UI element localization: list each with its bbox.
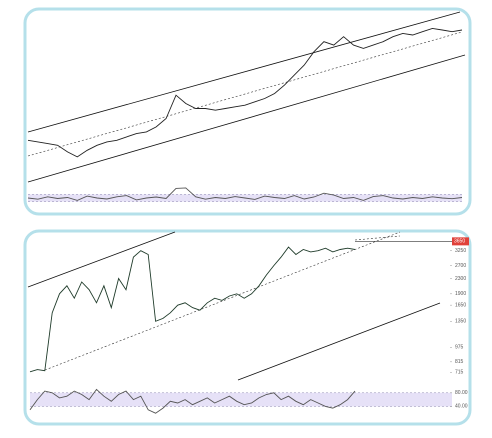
- y-tick-label: 715: [455, 370, 464, 376]
- last-price-tag: [452, 237, 469, 246]
- price-line: [29, 246, 356, 373]
- y-tick-label: 1900: [455, 291, 466, 297]
- y-tick-label: 975: [455, 345, 464, 351]
- last-price-label: 3650: [454, 239, 465, 245]
- y-tick-label: 2700: [455, 263, 466, 269]
- y-tick-label: 40.00: [455, 404, 468, 410]
- panel-top: [23, 7, 472, 216]
- price-line: [27, 187, 463, 201]
- price-line: [27, 27, 463, 158]
- y-tick-label: 80.00: [455, 390, 468, 396]
- channel-upper: [27, 231, 176, 288]
- y-tick-label: 1650: [455, 302, 466, 308]
- channel-lower: [27, 54, 466, 183]
- channel-upper: [27, 11, 461, 133]
- y-tick-label: 1350: [455, 319, 466, 325]
- channel-mid: [27, 31, 463, 157]
- y-tick-label: 3250: [455, 248, 466, 254]
- y-tick-label: 2300: [455, 276, 466, 282]
- panel-bottom: [23, 229, 472, 426]
- y-tick-label: 815: [455, 359, 464, 365]
- channel-lower: [237, 302, 441, 381]
- price-line: [29, 388, 356, 414]
- channel-mid: [44, 231, 401, 371]
- indicator-band: [30, 392, 452, 407]
- projection: [354, 235, 401, 241]
